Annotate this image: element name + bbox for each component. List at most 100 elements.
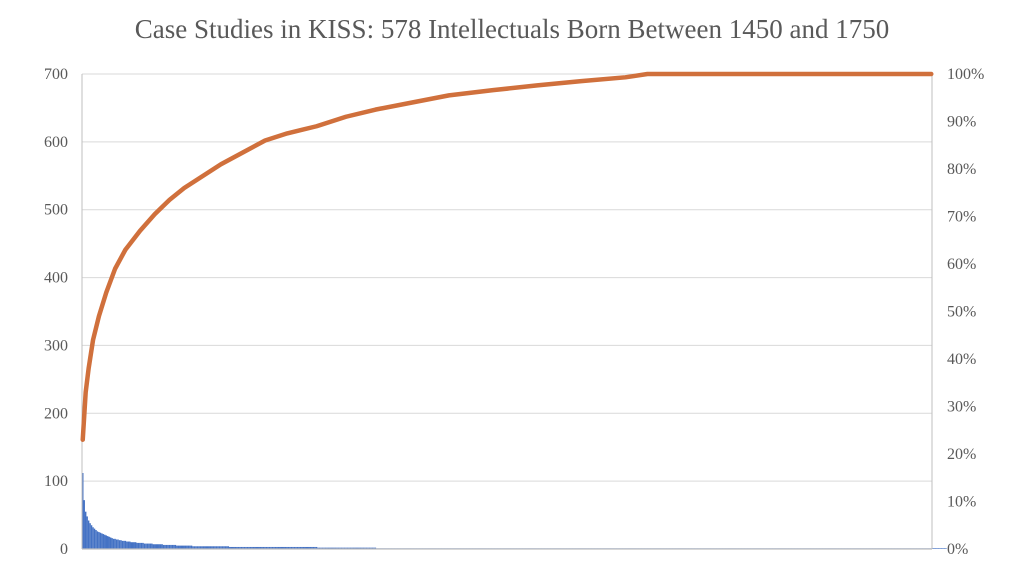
bar — [145, 543, 147, 549]
bar — [339, 547, 341, 549]
bar — [89, 523, 91, 549]
bar — [299, 546, 302, 549]
bar — [305, 546, 307, 549]
bar — [282, 546, 284, 549]
bar — [258, 546, 260, 549]
y2-axis-tick-labels: 100% 90% 80% 70% 60% 50% 40% 30% 20% 10% 0% — [947, 66, 984, 558]
bar — [276, 546, 278, 549]
bar — [302, 546, 305, 549]
bar — [352, 547, 355, 549]
bar — [83, 500, 85, 549]
bar — [164, 544, 166, 549]
bar — [143, 543, 146, 549]
bar — [148, 543, 150, 549]
bar — [309, 546, 312, 549]
bar — [136, 542, 138, 549]
bar — [107, 536, 109, 549]
bar — [114, 538, 116, 549]
bar — [355, 547, 357, 549]
bar — [259, 546, 262, 549]
bar — [245, 546, 247, 549]
bar — [124, 540, 127, 549]
bar — [161, 544, 163, 549]
bar — [226, 546, 228, 549]
bar — [326, 547, 328, 549]
bar — [249, 546, 252, 549]
y-tick-label: 200 — [44, 405, 68, 422]
y-tick-label: 100 — [44, 473, 68, 490]
bar — [283, 546, 285, 549]
bar — [149, 543, 152, 549]
bar — [252, 546, 255, 549]
bar — [321, 547, 324, 549]
bar — [220, 546, 222, 549]
bar — [139, 542, 141, 549]
bar — [271, 546, 274, 549]
bar — [301, 546, 303, 549]
bar — [239, 546, 241, 549]
bar — [340, 547, 343, 549]
bar — [243, 546, 246, 549]
bar — [173, 544, 175, 549]
bar — [221, 546, 224, 549]
y-tick-label: 400 — [44, 270, 68, 287]
bar — [96, 531, 99, 549]
bar — [202, 546, 205, 549]
bar — [280, 546, 282, 549]
bar — [193, 546, 196, 549]
y2-tick-label: 40% — [947, 351, 976, 368]
bar — [214, 546, 216, 549]
bar — [162, 544, 165, 549]
bar — [279, 546, 281, 549]
y2-tick-label: 90% — [947, 114, 976, 131]
bar — [233, 546, 235, 549]
bar — [190, 545, 193, 549]
bar — [152, 544, 155, 549]
bar — [167, 544, 169, 549]
bar — [358, 547, 360, 549]
bar — [227, 546, 230, 549]
bar — [364, 547, 366, 549]
y2-tick-label: 70% — [947, 209, 976, 226]
bar — [201, 546, 203, 549]
bar — [332, 547, 334, 549]
bar — [236, 546, 238, 549]
bar — [357, 547, 359, 549]
bar — [126, 541, 128, 549]
bar — [311, 546, 313, 549]
bar — [109, 537, 112, 549]
bar — [329, 547, 331, 549]
bar — [204, 546, 206, 549]
bar — [324, 547, 327, 549]
bar — [330, 547, 332, 549]
bar — [196, 546, 199, 549]
bar — [320, 547, 322, 549]
bar — [157, 544, 159, 549]
bar — [240, 546, 243, 549]
y-tick-label: 600 — [44, 134, 68, 151]
bar — [218, 546, 221, 549]
bar — [115, 539, 118, 549]
y-tick-label: 700 — [44, 66, 68, 83]
bar — [192, 546, 194, 549]
y2-tick-label: 0% — [947, 541, 968, 558]
bar — [99, 532, 102, 549]
bar — [84, 511, 87, 549]
bar — [180, 545, 182, 549]
bar — [286, 546, 288, 549]
bar — [248, 546, 250, 549]
bar — [277, 546, 280, 549]
bar — [112, 538, 115, 549]
bar — [168, 544, 171, 549]
bar — [351, 547, 353, 549]
bar — [290, 546, 293, 549]
bar — [82, 473, 84, 549]
bar — [134, 542, 137, 549]
bar — [137, 542, 140, 549]
bar — [211, 546, 213, 549]
y2-tick-label: 100% — [947, 66, 984, 83]
bar — [334, 547, 337, 549]
bar — [934, 548, 937, 549]
bar — [314, 546, 316, 549]
